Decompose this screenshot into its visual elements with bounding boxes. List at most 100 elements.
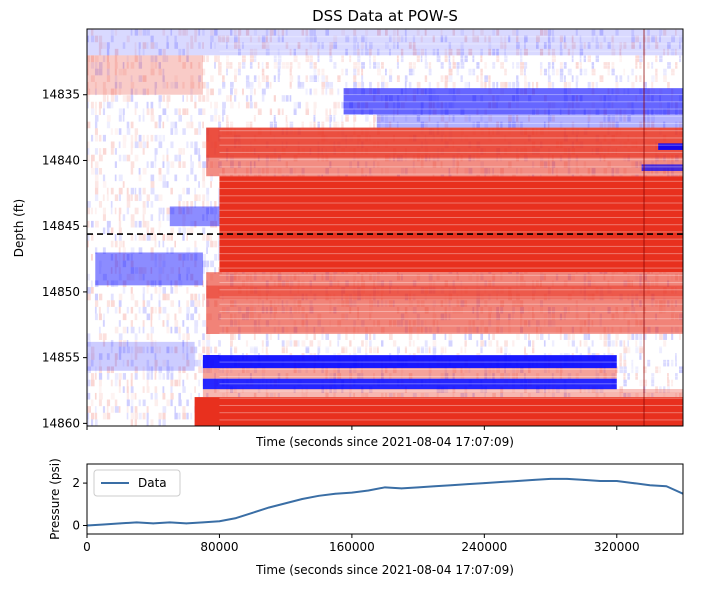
heatmap-noise-cell xyxy=(94,62,98,69)
heatmap-noise-cell xyxy=(130,220,135,228)
heatmap-noise-cell xyxy=(591,386,596,393)
heatmap-noise-cell xyxy=(639,121,643,129)
heatmap-noise-cell xyxy=(222,392,225,400)
heatmap-noise-cell xyxy=(106,366,111,374)
heatmap-noise-cell xyxy=(114,240,118,248)
heatmap-noise-cell xyxy=(162,121,165,129)
heatmap-noise-cell xyxy=(150,333,153,340)
heatmap-noise-cell xyxy=(468,68,472,76)
heatmap-noise-cell xyxy=(647,29,650,36)
heatmap-noise-cell xyxy=(130,346,134,354)
heatmap-noise-cell xyxy=(226,95,230,102)
heatmap-noise-cell xyxy=(126,399,130,407)
heatmap-noise-cell xyxy=(190,227,194,235)
heatmap-noise-cell xyxy=(158,419,161,426)
heatmap-noise-cell xyxy=(110,346,113,354)
heatmap-noise-cell xyxy=(623,392,627,400)
heatmap-noise-cell xyxy=(102,412,107,420)
heatmap-noise-cell xyxy=(202,108,206,116)
heatmap-noise-cell xyxy=(349,386,352,393)
heatmap-noise-cell xyxy=(178,29,182,36)
heatmap-noise-cell xyxy=(94,68,99,76)
heatmap-noise-cell xyxy=(106,353,110,360)
heatmap-noise-cell xyxy=(186,95,189,102)
heatmap-noise-cell xyxy=(214,115,218,122)
heatmap-noise-cell xyxy=(118,339,123,347)
heatmap-noise-cell xyxy=(130,379,133,387)
heatmap-noise-cell xyxy=(623,115,626,122)
heatmap-noise-cell xyxy=(118,234,122,241)
heatmap-noise-cell xyxy=(623,359,627,367)
heatmap-noise-cell xyxy=(361,386,364,393)
heatmap-noise-cell xyxy=(146,227,149,235)
heatmap-noise-cell xyxy=(392,115,395,122)
heatmap-noise-cell xyxy=(94,412,98,420)
heatmap-striation xyxy=(219,310,683,312)
heatmap-noise-cell xyxy=(253,88,256,96)
legend-box xyxy=(93,469,181,497)
heatmap-striation xyxy=(219,50,683,52)
heatmap-noise-cell xyxy=(639,353,642,360)
heatmap-noise-cell xyxy=(321,386,325,393)
heatmap-striation xyxy=(219,166,683,168)
heatmap-noise-cell xyxy=(635,392,639,400)
heatmap-noise-cell xyxy=(130,247,135,254)
heatmap-noise-cell xyxy=(166,154,169,162)
heatmap-noise-cell xyxy=(595,392,599,400)
heatmap-noise-cell xyxy=(102,247,106,254)
heatmap-noise-cell xyxy=(138,48,141,56)
heatmap-noise-cell xyxy=(579,48,584,56)
heatmap-noise-cell xyxy=(138,194,142,202)
heatmap-noise-cell xyxy=(210,181,212,188)
heatmap-noise-cell xyxy=(591,62,595,69)
heatmap-noise-cell xyxy=(102,95,107,102)
heatmap-noise-cell xyxy=(102,339,106,347)
heatmap-noise-cell xyxy=(138,115,141,122)
heatmap-noise-cell xyxy=(94,306,97,314)
heatmap-noise-cell xyxy=(257,81,262,89)
heatmap-noise-cell xyxy=(579,366,582,374)
heatmap-noise-cell xyxy=(476,35,479,43)
heatmap-noise-cell xyxy=(90,29,94,36)
heatmap-noise-cell xyxy=(130,373,133,380)
heatmap-noise-cell xyxy=(106,121,111,129)
heatmap-noise-cell xyxy=(237,48,241,56)
heatmap-noise-cell xyxy=(261,373,265,380)
heatmap-noise-cell xyxy=(599,29,604,36)
heatmap-noise-cell xyxy=(377,346,379,354)
heatmap-noise-cell xyxy=(166,247,169,254)
heatmap-noise-cell xyxy=(134,207,139,215)
depth-tick-label: 14850 xyxy=(42,285,80,299)
heatmap-noise-cell xyxy=(551,81,555,89)
heatmap-noise-cell xyxy=(162,306,167,314)
heatmap-noise-cell xyxy=(90,399,94,407)
heatmap-noise-cell xyxy=(154,353,157,360)
heatmap-noise-cell xyxy=(547,35,551,43)
pressure-point xyxy=(417,486,419,489)
heatmap-striation xyxy=(219,130,683,132)
heatmap-noise-cell xyxy=(182,253,186,261)
heatmap-noise-cell xyxy=(198,81,200,89)
heatmap-noise-cell xyxy=(563,81,568,89)
heatmap-noise-cell xyxy=(178,300,181,307)
heatmap-noise-cell xyxy=(408,68,413,76)
heatmap-noise-cell xyxy=(114,234,117,241)
heatmap-noise-cell xyxy=(182,346,185,354)
heatmap-noise-cell xyxy=(353,62,358,69)
heatmap-noise-cell xyxy=(98,62,103,69)
heatmap-noise-cell xyxy=(234,386,237,393)
heatmap-noise-cell xyxy=(329,88,334,96)
heatmap-noise-cell xyxy=(198,359,202,367)
heatmap-noise-cell xyxy=(234,68,238,76)
heatmap-striation xyxy=(219,108,683,110)
heatmap-noise-cell xyxy=(520,392,523,400)
heatmap-noise-cell xyxy=(337,333,341,340)
heatmap-noise-cell xyxy=(142,412,146,420)
heatmap-noise-cell xyxy=(178,108,181,116)
heatmap-noise-cell xyxy=(134,392,137,400)
heatmap-noise-cell xyxy=(198,194,201,202)
heatmap-noise-cell xyxy=(635,62,638,69)
heatmap-noise-cell xyxy=(504,366,506,374)
heatmap-noise-cell xyxy=(643,333,647,340)
heatmap-noise-cell xyxy=(138,234,143,241)
